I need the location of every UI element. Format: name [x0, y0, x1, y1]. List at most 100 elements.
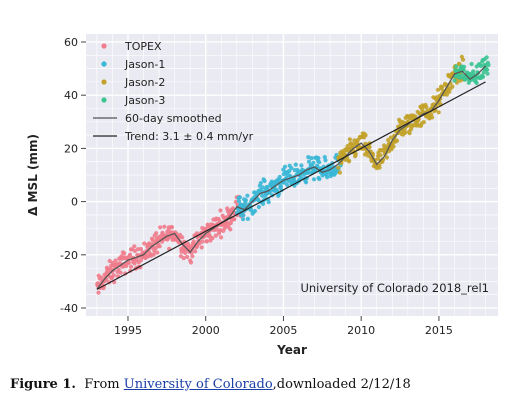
data-point: [154, 231, 159, 236]
data-point: [486, 62, 491, 68]
data-point: [485, 71, 490, 76]
caption-text-after: ,downloaded 2/12/18: [272, 377, 411, 392]
data-point: [311, 160, 316, 165]
data-point: [461, 64, 467, 69]
data-point: [471, 69, 476, 74]
data-point: [293, 162, 298, 167]
data-point: [132, 244, 137, 249]
data-point: [367, 145, 372, 150]
data-point: [260, 193, 265, 198]
data-point: [347, 137, 352, 142]
data-point: [407, 131, 412, 136]
figure-caption: Figure 1. From University of Colorado,do…: [10, 377, 411, 392]
data-point: [213, 233, 218, 238]
data-point: [236, 199, 242, 204]
y-tick-label: -20: [60, 249, 78, 262]
data-point: [127, 252, 133, 257]
data-point: [181, 256, 186, 261]
data-point: [200, 239, 205, 244]
data-point: [243, 198, 248, 203]
source-annotation: University of Colorado 2018_rel1: [300, 281, 489, 295]
data-point: [183, 250, 188, 256]
data-point: [317, 160, 322, 165]
data-point: [277, 178, 282, 183]
data-point: [232, 217, 237, 222]
data-point: [265, 185, 270, 191]
data-point: [256, 204, 261, 210]
gridlines: [86, 34, 498, 316]
data-point: [190, 254, 195, 259]
legend-marker-topex: [101, 43, 107, 49]
legend-marker-jason3: [101, 97, 107, 103]
data-point: [421, 120, 426, 125]
data-point: [99, 275, 104, 280]
data-point: [260, 185, 265, 190]
data-point: [474, 80, 479, 86]
data-point: [199, 245, 204, 250]
data-point: [155, 250, 160, 255]
data-point: [278, 184, 283, 189]
data-point: [388, 135, 393, 140]
data-point: [378, 153, 383, 158]
data-point: [193, 249, 198, 254]
x-tick-label: 2010: [347, 324, 375, 337]
data-point: [219, 235, 224, 240]
data-point: [113, 258, 118, 263]
data-point: [118, 270, 123, 275]
data-point: [204, 239, 210, 244]
data-point: [481, 74, 486, 79]
data-point: [306, 159, 312, 164]
data-point: [122, 251, 127, 256]
data-point: [139, 258, 144, 263]
y-axis-title: Δ MSL (mm): [26, 134, 40, 216]
data-point: [484, 55, 489, 60]
data-point: [353, 152, 358, 157]
data-point: [230, 206, 236, 211]
figure-label: Figure 1.: [10, 377, 76, 392]
data-point: [252, 208, 258, 214]
legend-label-smoothed: 60-day smoothed: [125, 112, 222, 125]
data-point: [325, 175, 330, 180]
data-point: [430, 115, 435, 120]
data-point: [158, 225, 163, 230]
legend: TOPEX Jason-1 Jason-2 Jason-3 60-day smo…: [93, 40, 254, 143]
x-axis-title: Year: [276, 343, 307, 357]
data-point: [210, 236, 215, 241]
data-point: [299, 163, 304, 168]
data-point: [169, 225, 175, 230]
data-point: [323, 158, 328, 163]
legend-label-jason3: Jason-3: [124, 94, 165, 107]
legend-label-trend: Trend: 3.1 ± 0.4 mm/yr: [124, 130, 254, 143]
data-point: [413, 114, 418, 119]
data-point: [306, 155, 311, 160]
y-tick-label: -40: [60, 302, 78, 315]
data-point: [258, 180, 263, 186]
data-point: [96, 290, 101, 295]
data-point: [188, 260, 194, 265]
data-point: [452, 78, 457, 83]
data-point: [460, 57, 466, 62]
data-point: [261, 201, 266, 206]
data-point: [116, 267, 121, 272]
data-point: [194, 231, 199, 236]
data-point: [403, 130, 408, 135]
data-point: [311, 177, 317, 182]
university-link[interactable]: University of Colorado: [123, 377, 273, 392]
sea-level-chart: 1995 2000 2005 2010 2015 -40 -20 0 20 40 60 Year Δ…: [26, 34, 498, 357]
data-point: [150, 238, 155, 243]
data-point: [447, 89, 452, 94]
data-point: [424, 105, 429, 110]
legend-label-topex: TOPEX: [124, 40, 162, 53]
legend-label-jason1: Jason-1: [124, 58, 165, 71]
data-point: [126, 260, 131, 265]
data-point: [454, 64, 459, 69]
smoothed-line: [96, 65, 487, 290]
data-point: [185, 254, 190, 259]
data-point: [180, 235, 185, 240]
data-point: [481, 70, 486, 75]
data-point: [237, 195, 243, 200]
data-point: [245, 193, 250, 198]
caption-text-before: From: [84, 377, 124, 392]
data-point: [128, 264, 134, 269]
data-point: [322, 155, 327, 160]
